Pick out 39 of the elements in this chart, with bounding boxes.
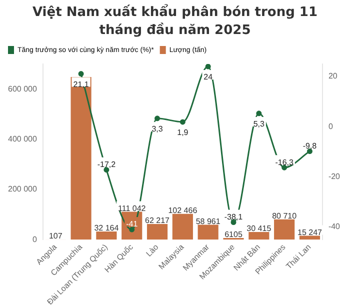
bar bbox=[299, 236, 320, 240]
data-label: 21,1 bbox=[73, 80, 90, 89]
data-label: 58 961 bbox=[196, 216, 221, 226]
point bbox=[205, 64, 211, 70]
point bbox=[256, 110, 262, 116]
point bbox=[129, 226, 135, 232]
data-label: 80 710 bbox=[272, 212, 298, 221]
data-label: -38,1 bbox=[224, 212, 244, 222]
x-tick-label: Thái Lan bbox=[284, 242, 313, 271]
y2-tick-label: 0 bbox=[328, 122, 334, 131]
data-label: 15 247 bbox=[298, 228, 323, 237]
bar bbox=[70, 77, 92, 240]
y-tick-label: 0 bbox=[32, 234, 38, 244]
data-label: 32 164 bbox=[94, 224, 120, 233]
point bbox=[180, 119, 186, 125]
data-label: 107 bbox=[48, 232, 63, 241]
data-label: -9,8 bbox=[302, 141, 318, 150]
y-tick-label: 200 000 bbox=[8, 184, 38, 194]
data-label: 6105 bbox=[224, 230, 243, 240]
data-label: -17,2 bbox=[97, 160, 116, 170]
data-label: 1,9 bbox=[177, 128, 189, 138]
chart-title: Việt Nam xuất khẩu phân bón trong 11 tháng đầu năm 2025 bbox=[31, 4, 319, 40]
y2-tick-label: -20 bbox=[328, 172, 341, 182]
data-label: 30 415 bbox=[246, 224, 272, 234]
y-tick-label: 600 000 bbox=[8, 84, 38, 94]
y2-tick-label: 20 bbox=[328, 72, 338, 81]
x-tick-label: Lào bbox=[144, 242, 161, 258]
data-label: 24 bbox=[204, 72, 214, 82]
data-label: 3,3 bbox=[152, 124, 164, 134]
y-tick-label: 400 000 bbox=[8, 134, 38, 144]
point bbox=[154, 116, 160, 122]
data-label: -16,3 bbox=[275, 158, 294, 167]
data-label: 5,3 bbox=[253, 120, 266, 129]
point bbox=[78, 71, 84, 77]
data-label: -41 bbox=[126, 220, 138, 229]
y2-tick-label: -40 bbox=[328, 222, 341, 232]
data-label: 62 217 bbox=[145, 216, 170, 226]
data-label: 102 466 bbox=[168, 206, 198, 216]
data-label: 111 042 bbox=[118, 204, 146, 213]
